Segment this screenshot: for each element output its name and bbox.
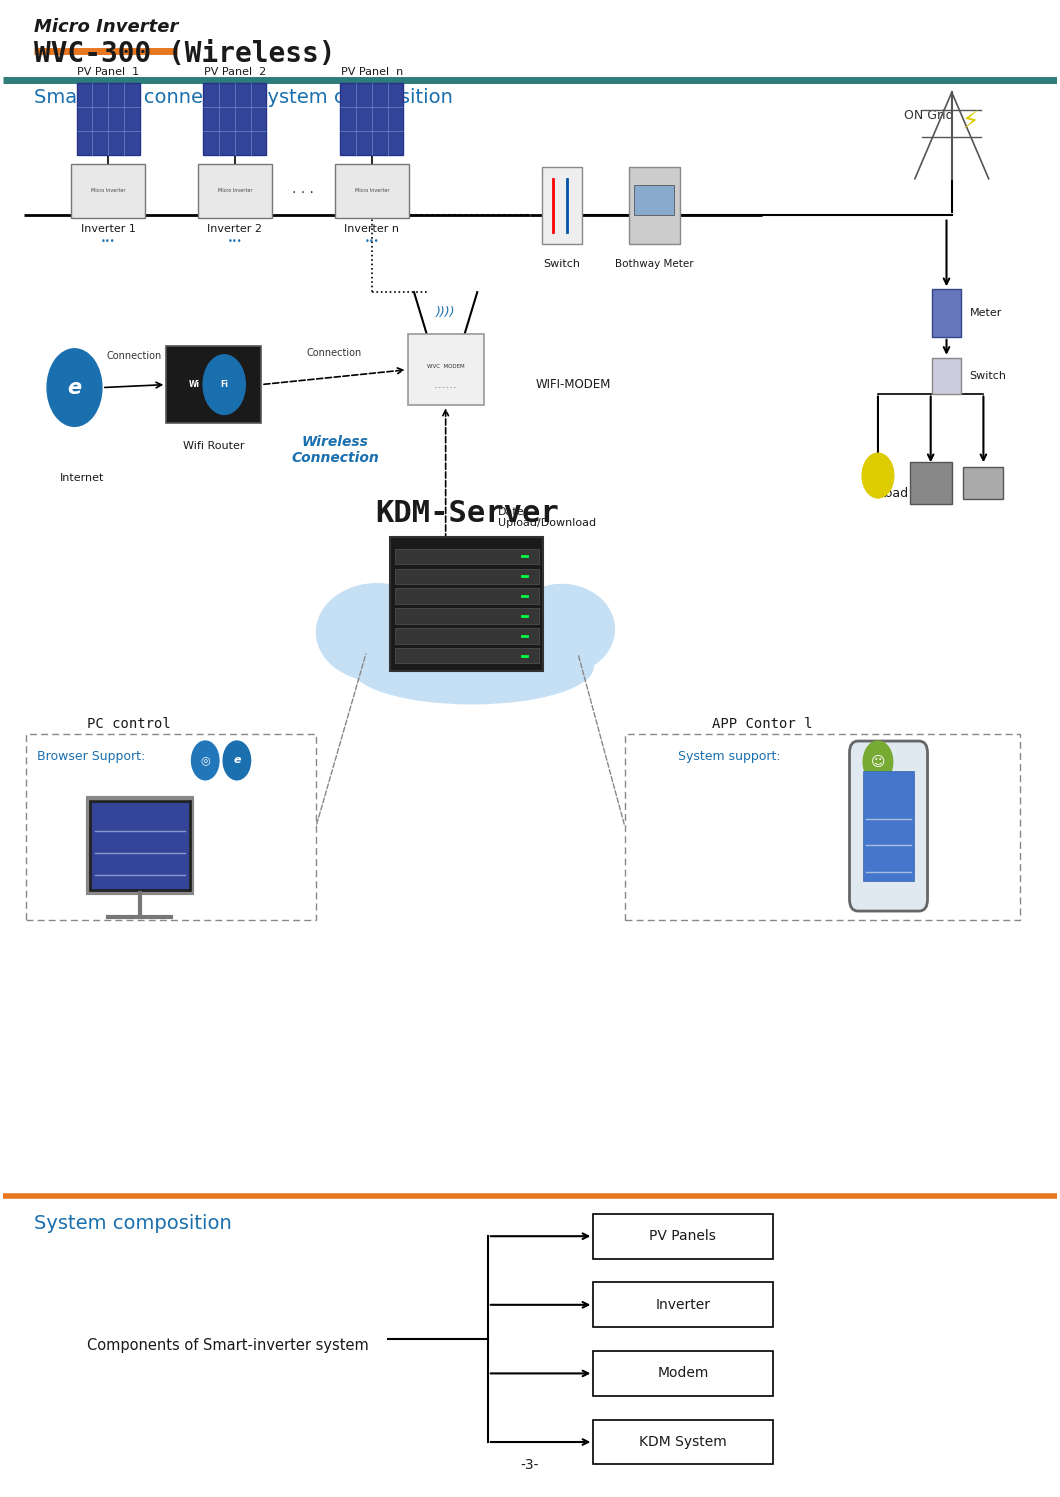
FancyBboxPatch shape bbox=[630, 166, 679, 244]
Text: Date
Upload/Download: Date Upload/Download bbox=[498, 506, 597, 528]
Text: Micro Inverter: Micro Inverter bbox=[217, 189, 252, 193]
Text: Fi: Fi bbox=[220, 380, 228, 389]
FancyBboxPatch shape bbox=[340, 84, 404, 154]
Ellipse shape bbox=[317, 584, 438, 681]
Text: PV Panels: PV Panels bbox=[650, 1229, 717, 1243]
Text: KDM-Server: KDM-Server bbox=[375, 499, 559, 528]
Text: Wifi Router: Wifi Router bbox=[183, 442, 245, 451]
Text: PV Panel  1: PV Panel 1 bbox=[77, 67, 139, 78]
Text: ◎: ◎ bbox=[200, 756, 210, 765]
Text: System support:: System support: bbox=[677, 750, 780, 763]
Text: Switch: Switch bbox=[543, 259, 580, 269]
Circle shape bbox=[224, 741, 250, 780]
FancyBboxPatch shape bbox=[932, 358, 961, 394]
FancyBboxPatch shape bbox=[394, 629, 538, 644]
Text: Modem: Modem bbox=[657, 1367, 708, 1380]
FancyBboxPatch shape bbox=[964, 467, 1004, 500]
FancyBboxPatch shape bbox=[863, 771, 914, 882]
FancyBboxPatch shape bbox=[909, 463, 952, 504]
Text: e: e bbox=[68, 377, 82, 398]
Text: Internet: Internet bbox=[59, 473, 104, 482]
Text: Wireless
Connection: Wireless Connection bbox=[292, 436, 378, 466]
Text: Inverter 1: Inverter 1 bbox=[81, 223, 136, 234]
Circle shape bbox=[862, 454, 894, 499]
Text: e: e bbox=[233, 756, 241, 765]
Text: . . .: . . . bbox=[293, 183, 314, 196]
FancyBboxPatch shape bbox=[198, 163, 271, 217]
Text: KDM System: KDM System bbox=[639, 1436, 727, 1449]
Text: Micro Inverter: Micro Inverter bbox=[355, 189, 389, 193]
Text: Meter: Meter bbox=[970, 308, 1002, 317]
FancyBboxPatch shape bbox=[76, 84, 140, 154]
FancyBboxPatch shape bbox=[932, 289, 961, 337]
FancyBboxPatch shape bbox=[594, 1283, 773, 1328]
Text: Components of Smart-inverter system: Components of Smart-inverter system bbox=[87, 1338, 369, 1353]
Text: ☺: ☺ bbox=[870, 754, 885, 769]
FancyBboxPatch shape bbox=[394, 648, 538, 663]
Text: WVC  MODEM: WVC MODEM bbox=[427, 364, 464, 368]
Text: Browser Support:: Browser Support: bbox=[36, 750, 145, 763]
Circle shape bbox=[192, 741, 219, 780]
Text: WIFI-MODEM: WIFI-MODEM bbox=[535, 379, 611, 391]
Text: Inverter 2: Inverter 2 bbox=[208, 223, 262, 234]
Circle shape bbox=[204, 355, 245, 415]
Text: System composition: System composition bbox=[34, 1214, 232, 1234]
Text: Wi: Wi bbox=[189, 380, 200, 389]
Ellipse shape bbox=[351, 629, 594, 704]
Text: Connection: Connection bbox=[106, 350, 162, 361]
Text: Switch: Switch bbox=[970, 371, 1007, 380]
Text: Micro Inverter: Micro Inverter bbox=[34, 18, 179, 36]
FancyBboxPatch shape bbox=[394, 569, 538, 584]
FancyBboxPatch shape bbox=[849, 741, 928, 912]
Text: Inverter: Inverter bbox=[655, 1298, 710, 1311]
Text: Micro Inverter: Micro Inverter bbox=[91, 189, 125, 193]
Text: ON Grid: ON Grid bbox=[904, 109, 954, 123]
Text: )))): )))) bbox=[436, 305, 456, 319]
FancyBboxPatch shape bbox=[594, 1214, 773, 1259]
Ellipse shape bbox=[509, 584, 615, 674]
Text: •••: ••• bbox=[101, 237, 116, 246]
FancyBboxPatch shape bbox=[90, 801, 190, 891]
FancyBboxPatch shape bbox=[634, 184, 674, 214]
Text: •••: ••• bbox=[228, 237, 242, 246]
Text: Smart grid connection system composition: Smart grid connection system composition bbox=[34, 88, 454, 108]
Text: ⚡: ⚡ bbox=[962, 111, 979, 135]
Text: Connection: Connection bbox=[306, 347, 363, 358]
FancyBboxPatch shape bbox=[204, 84, 266, 154]
Text: PC control: PC control bbox=[87, 717, 171, 731]
FancyBboxPatch shape bbox=[594, 1419, 773, 1464]
Text: PV Panel  2: PV Panel 2 bbox=[204, 67, 266, 78]
Text: APP Contor l: APP Contor l bbox=[711, 717, 812, 731]
Text: Inverter n: Inverter n bbox=[344, 223, 400, 234]
FancyBboxPatch shape bbox=[71, 163, 145, 217]
Circle shape bbox=[47, 349, 102, 427]
FancyBboxPatch shape bbox=[408, 334, 483, 406]
Text: Bothway Meter: Bothway Meter bbox=[615, 259, 693, 269]
FancyBboxPatch shape bbox=[394, 608, 538, 624]
Text: PV Panel  n: PV Panel n bbox=[340, 67, 403, 78]
Circle shape bbox=[863, 741, 893, 783]
FancyBboxPatch shape bbox=[166, 346, 261, 424]
FancyBboxPatch shape bbox=[335, 163, 409, 217]
FancyBboxPatch shape bbox=[390, 537, 543, 671]
FancyBboxPatch shape bbox=[394, 588, 538, 603]
Text: -3-: -3- bbox=[520, 1458, 540, 1472]
FancyBboxPatch shape bbox=[394, 548, 538, 564]
Text: - - - - - -: - - - - - - bbox=[436, 385, 456, 391]
Text: Load: Load bbox=[879, 488, 908, 500]
FancyBboxPatch shape bbox=[542, 166, 582, 244]
FancyBboxPatch shape bbox=[594, 1352, 773, 1395]
Text: WVC-300 (Wireless): WVC-300 (Wireless) bbox=[34, 40, 336, 69]
Ellipse shape bbox=[393, 555, 541, 668]
Text: •••: ••• bbox=[365, 237, 379, 246]
